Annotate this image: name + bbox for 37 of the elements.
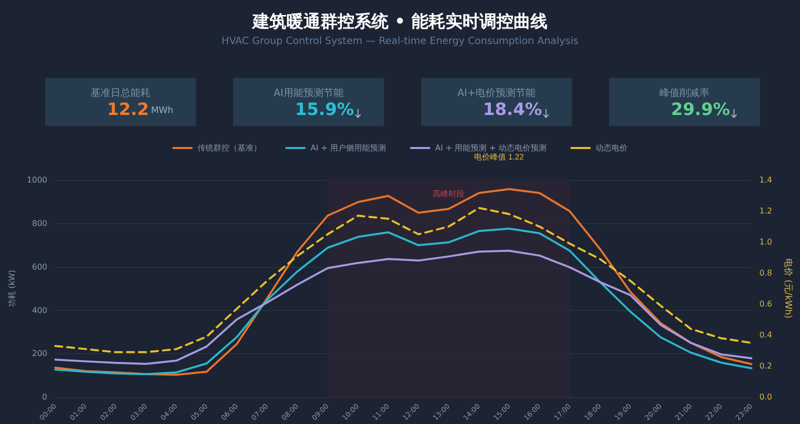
y2-tick-label: 0.8 <box>759 268 772 278</box>
line-series <box>54 206 752 354</box>
text: 电价峰值 1.22 <box>474 152 524 162</box>
y2-tick-label: 0.6 <box>759 300 772 309</box>
text: 15.9% <box>295 100 354 120</box>
y-tick-label: 400 <box>32 306 48 315</box>
text: 基准日总能耗 <box>90 86 152 100</box>
text: AI+电价预测节能 <box>456 86 537 100</box>
band-label: 高峰时段 <box>432 190 465 198</box>
y-tick-label: 0 <box>42 392 48 402</box>
y2-tick-label: 1.4 <box>759 176 772 184</box>
y-tick-label: 800 <box>32 218 48 228</box>
legend-label: AI + 用户侧用能预测 <box>310 144 386 152</box>
y2-tick-label: 1.2 <box>759 206 772 216</box>
chart-title: 建筑暖通群控系统 • 能耗实时调控曲线 <box>250 11 548 33</box>
legend-label: AI + 用能预测 + 动态电价预测 <box>435 144 547 152</box>
chart-subtitle: HVAC Group Control System — Real-time Energy Consumption Analysis <box>220 36 580 47</box>
y-tick-label: 1000 <box>26 176 48 184</box>
line-series <box>54 250 752 365</box>
legend-label: 动态电价 <box>596 144 628 152</box>
text: 18.4% <box>483 100 542 120</box>
line-series <box>54 188 752 376</box>
y2-tick-label: 0.0 <box>759 392 772 402</box>
y-axis-title: 功耗 (kW) <box>8 270 16 308</box>
y2-axis-title: 电价 (元/kWh) <box>782 258 794 318</box>
y2-tick-label: 0.2 <box>759 362 772 371</box>
text: 峰值削减率 <box>658 86 710 100</box>
text: AI用能预测节能 <box>272 86 344 100</box>
y2-tick-label: 1.0 <box>759 238 772 247</box>
y2-tick-label: 0.4 <box>759 330 772 340</box>
y-tick-label: 200 <box>32 349 48 358</box>
text: 12.2 <box>107 100 149 120</box>
line-series <box>54 228 752 376</box>
text: 29.9% <box>671 100 730 120</box>
y-tick-label: 600 <box>32 262 48 272</box>
legend-label: 传统群控（基准） <box>197 144 262 152</box>
text: MWh <box>151 106 174 116</box>
